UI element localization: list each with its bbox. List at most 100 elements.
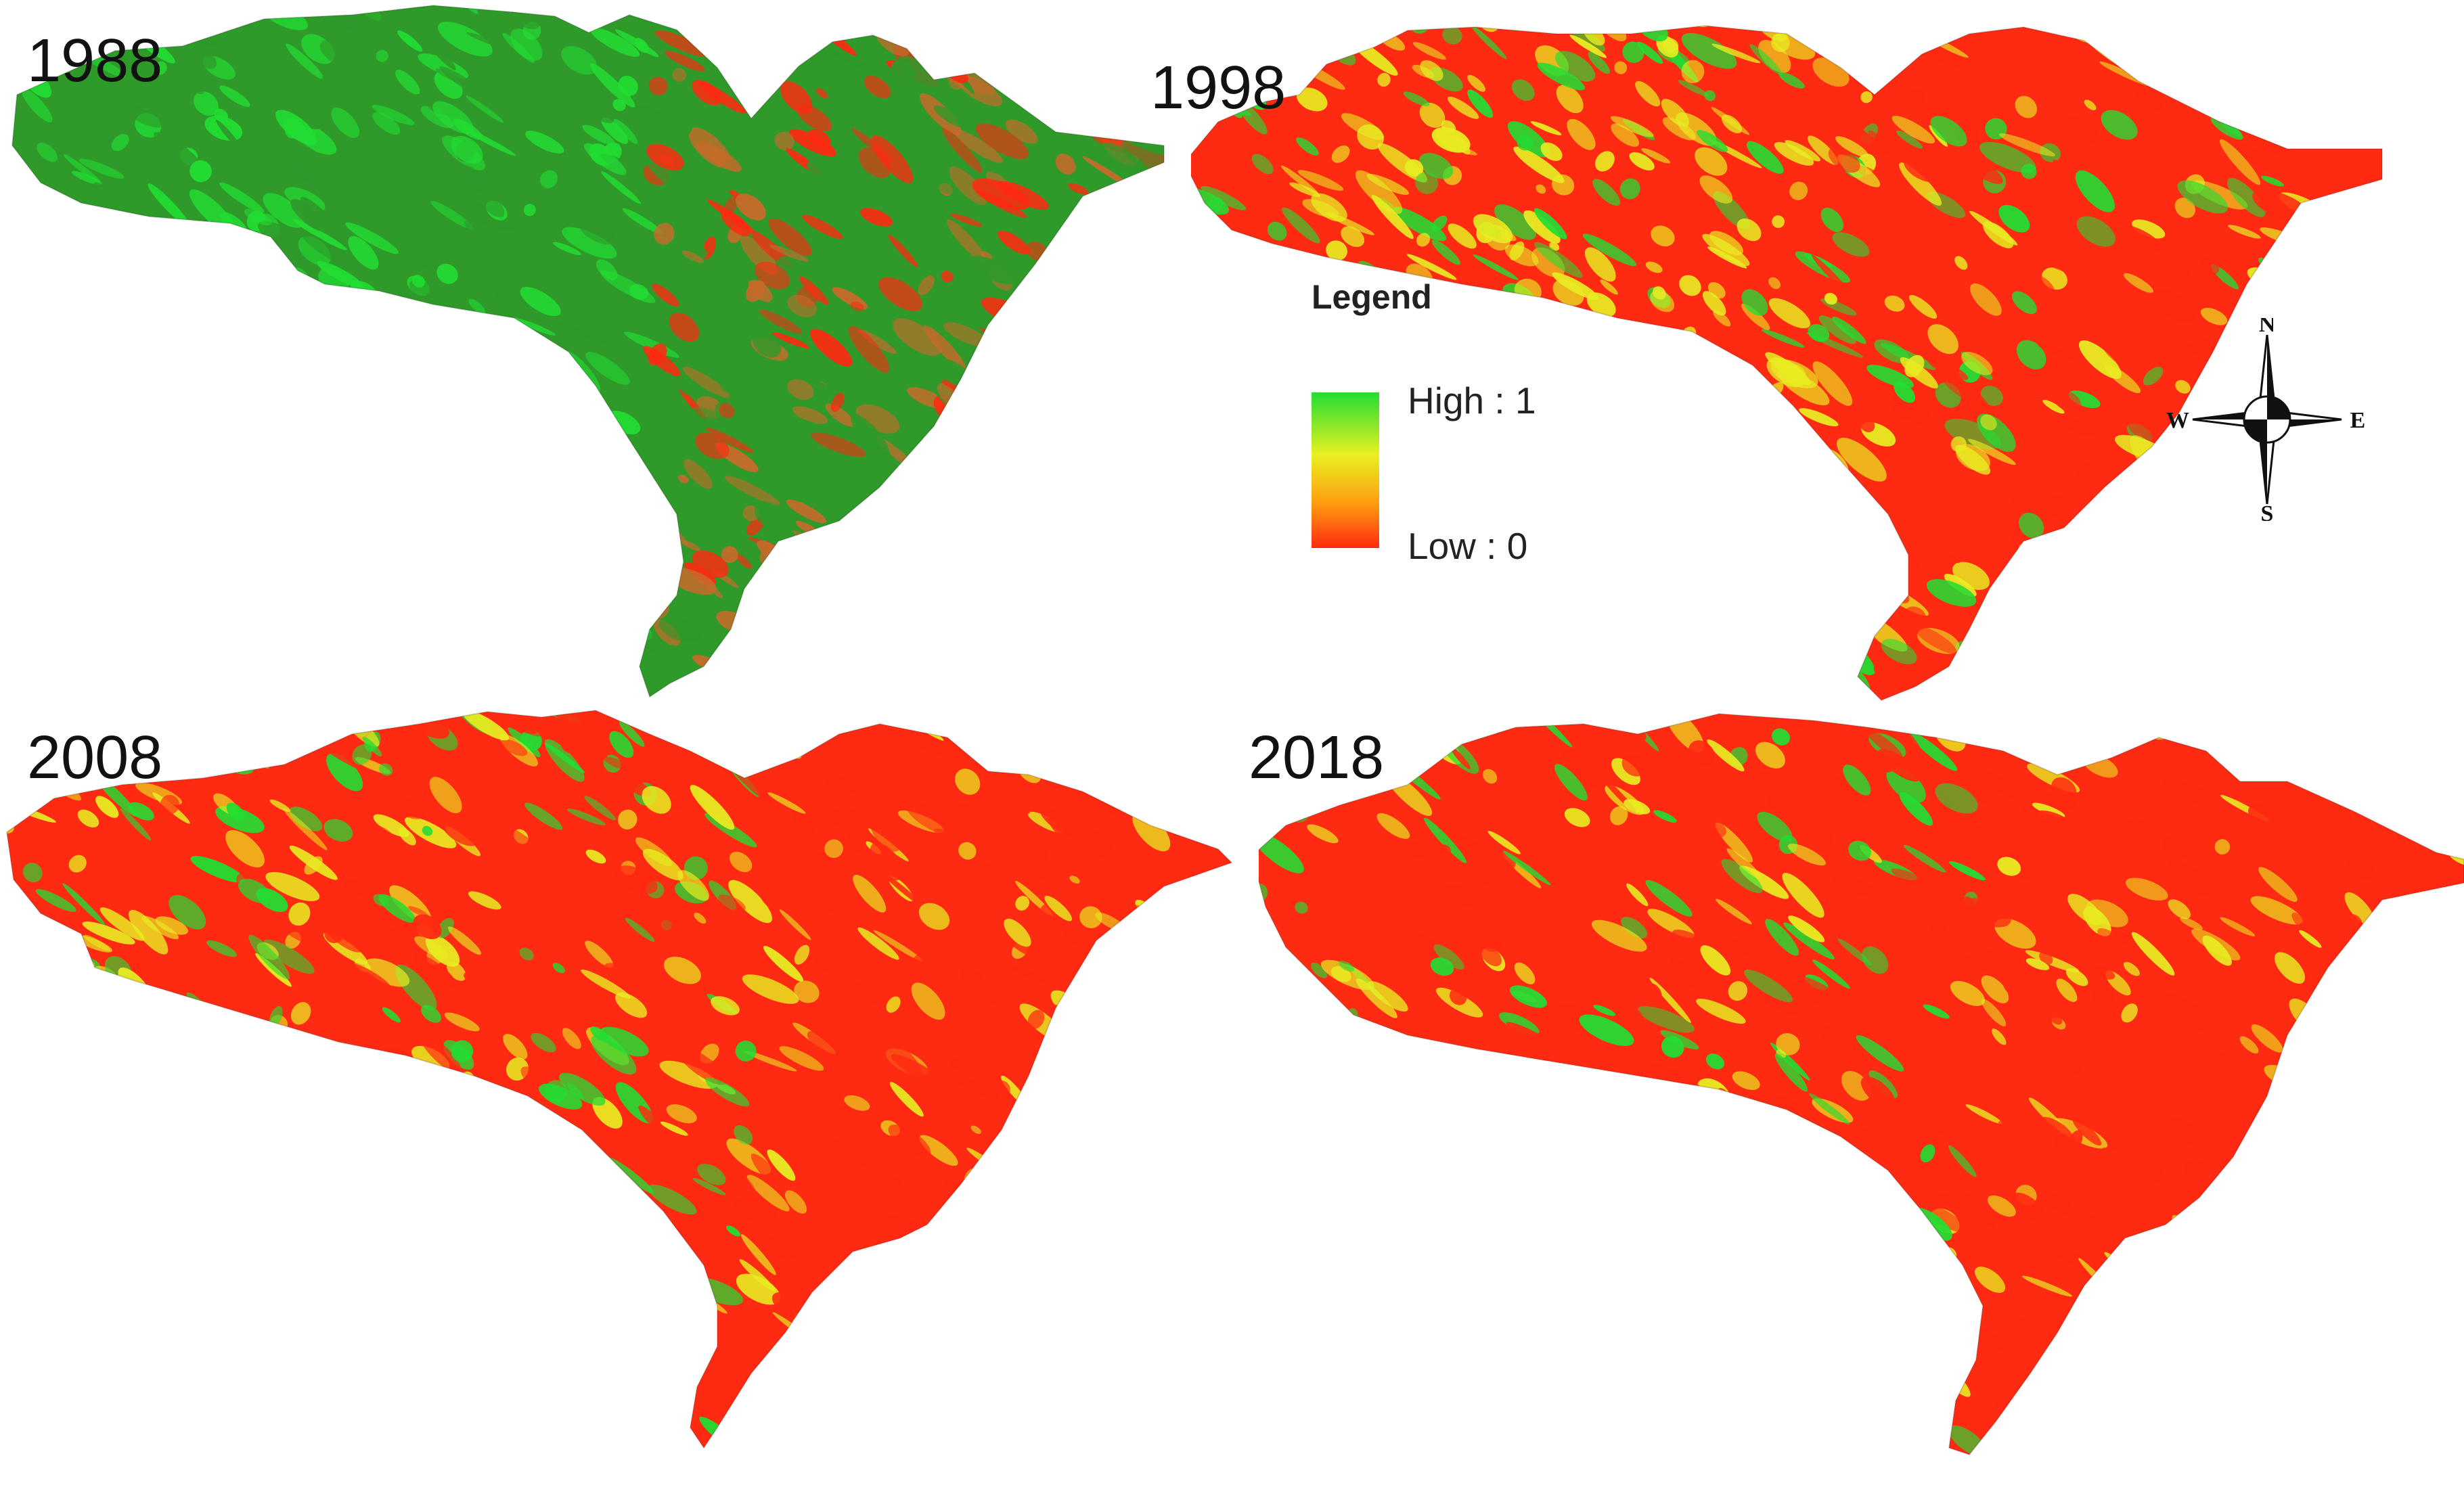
raster-patch [2191,78,2208,97]
raster-patch [1533,1311,1573,1348]
raster-patch [976,503,1003,524]
raster-patch [2240,1284,2275,1310]
raster-patch [1670,958,1702,990]
raster-patch [1132,904,1172,930]
raster-patch [80,355,102,369]
raster-patch [907,631,959,665]
raster-patch [1626,883,1649,907]
raster-patch [1218,1132,1232,1159]
raster-patch [662,1246,677,1256]
raster-patch [537,388,556,403]
raster-patch [1889,311,1908,333]
raster-patch [933,662,945,674]
raster-patch [1437,668,1452,681]
raster-patch [614,29,659,58]
raster-patch [1928,921,1946,943]
raster-patch [428,375,451,394]
raster-patch [1274,1164,1309,1194]
raster-patch [2330,26,2348,41]
raster-patch [1976,742,2024,774]
raster-patch [2380,606,2428,657]
raster-patch [1923,981,1957,1014]
raster-patch [1983,557,2001,575]
raster-patch [1536,1411,1574,1446]
raster-patch [1808,324,1830,342]
raster-patch [806,299,857,336]
raster-patch [2099,404,2115,424]
raster-patch [1314,1304,1353,1345]
raster-patch [487,519,537,547]
raster-patch [1338,961,1355,972]
raster-patch [1011,967,1062,988]
raster-patch [582,124,615,145]
raster-patch [2225,1396,2266,1419]
raster-patch [2214,1427,2239,1449]
raster-patch [1403,1167,1438,1196]
raster-patch [2313,1223,2332,1243]
raster-patch [1064,1430,1084,1447]
raster-patch [1519,1336,1553,1363]
raster-patch [665,1466,684,1489]
raster-patch [12,310,50,347]
raster-patch [555,450,589,482]
raster-patch [453,562,472,580]
raster-patch [920,1298,938,1318]
raster-patch [546,428,564,445]
raster-patch [139,358,192,390]
raster-patch [1542,1112,1582,1151]
raster-patch [1128,1279,1141,1294]
raster-patch [1000,1396,1044,1433]
raster-patch [230,511,277,536]
raster-patch [1189,1133,1207,1154]
raster-patch [1591,919,1647,952]
raster-patch [2269,277,2293,303]
raster-patch [1048,5,1082,19]
raster-patch [1848,562,1891,608]
raster-patch [926,1344,953,1363]
raster-patch [976,1438,1002,1448]
raster-patch [853,874,887,913]
raster-patch [2344,1363,2374,1382]
raster-patch [1108,631,1124,647]
raster-patch [491,470,507,486]
raster-patch [431,1251,464,1279]
raster-patch [119,552,172,584]
raster-patch [1069,875,1080,884]
raster-patch [1554,764,1588,801]
raster-patch [205,723,221,739]
raster-patch [1027,5,1042,15]
raster-patch [1251,154,1274,175]
raster-patch [1732,514,1768,545]
raster-patch [1443,1143,1492,1180]
raster-patch [395,484,409,497]
raster-patch [882,971,900,988]
raster-patch [575,621,622,663]
raster-patch [344,880,369,896]
raster-patch [2354,1468,2404,1496]
raster-patch [1088,102,1106,120]
raster-patch [590,27,640,58]
raster-patch [2222,627,2258,660]
raster-patch [2279,0,2321,13]
raster-patch [503,1119,539,1145]
raster-patch [765,12,786,33]
raster-patch [1513,1347,1550,1368]
raster-patch [1435,129,1457,152]
raster-patch [2134,644,2153,656]
raster-patch [1137,1402,1191,1435]
raster-patch [648,76,668,95]
raster-patch [349,528,374,546]
raster-patch [1173,857,1188,873]
raster-patch [2067,1031,2106,1066]
raster-patch [1511,79,1535,101]
raster-patch [1731,1354,1761,1388]
raster-patch [502,32,535,63]
raster-patch [812,852,834,872]
raster-patch [1651,1062,1686,1085]
raster-patch [2279,242,2312,267]
raster-patch [148,542,191,575]
raster-patch [1289,1217,1318,1239]
raster-patch [1080,317,1134,349]
raster-patch [183,340,208,366]
raster-patch [901,186,921,206]
